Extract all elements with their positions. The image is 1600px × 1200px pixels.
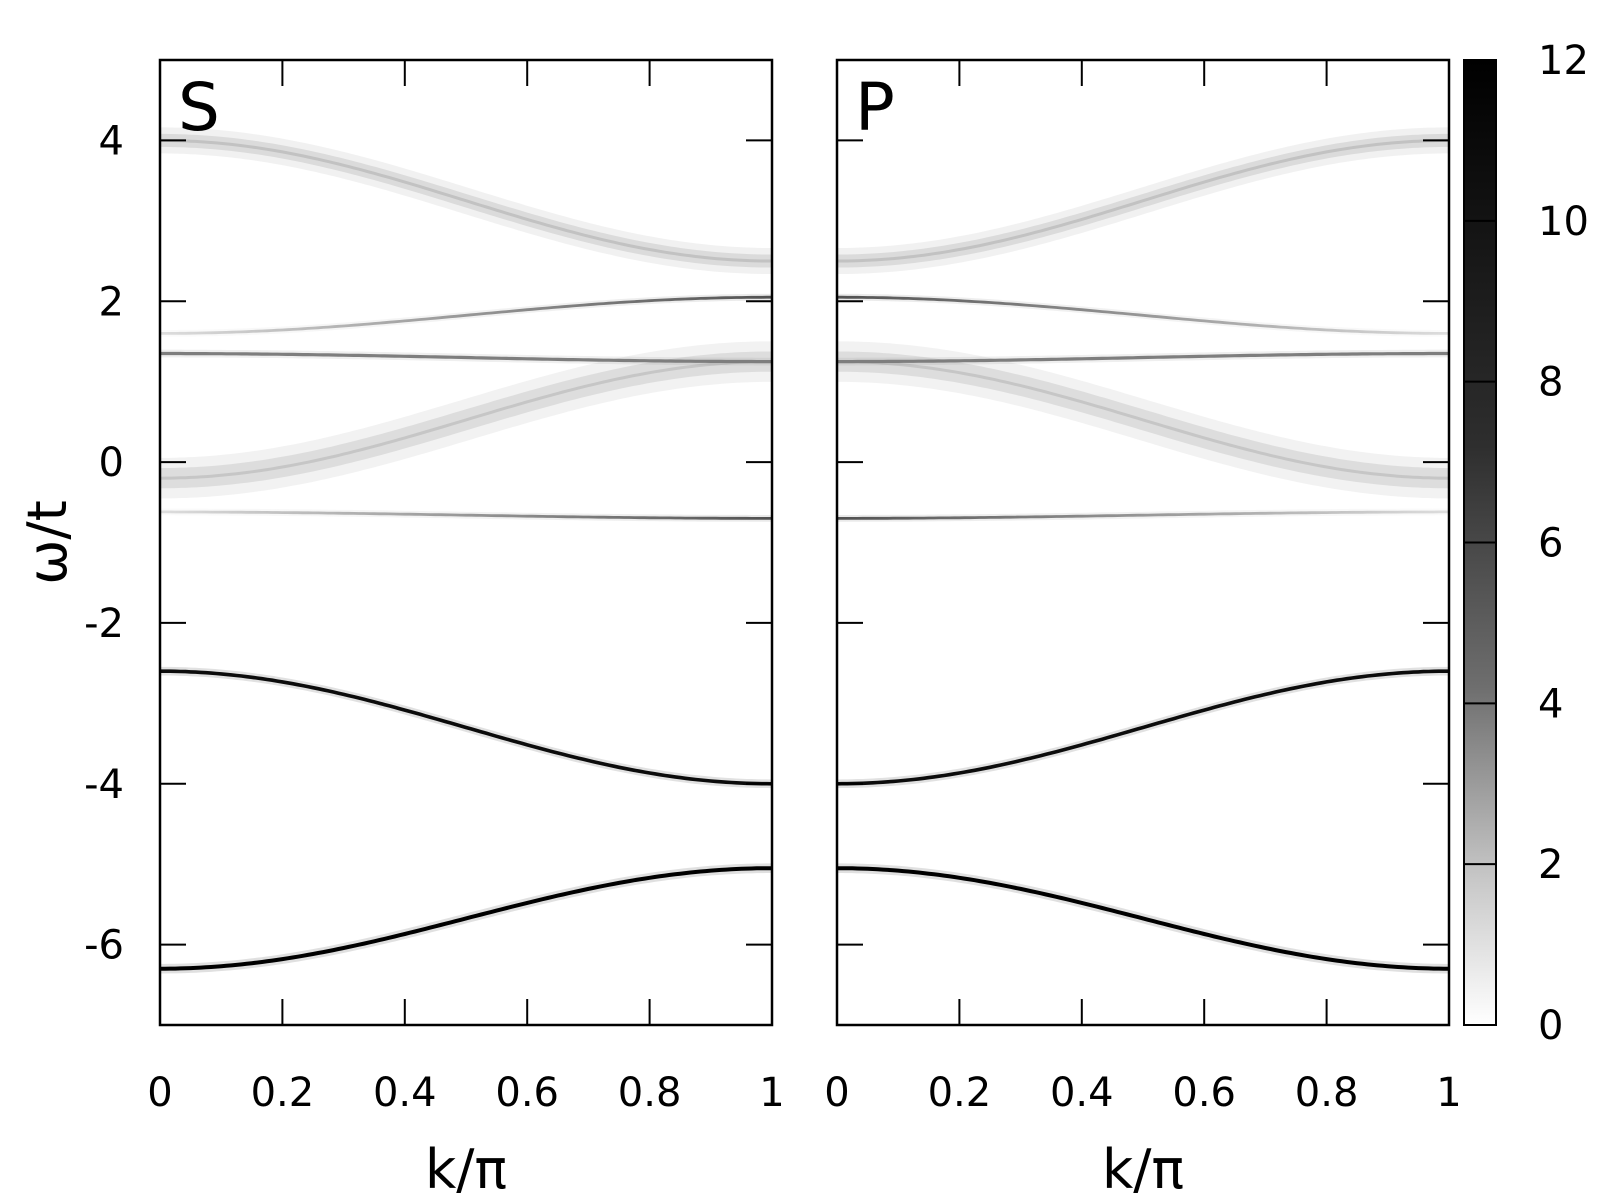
x-tick-label: 0 <box>147 1070 172 1116</box>
colorbar-tick-label: 12 <box>1538 38 1589 84</box>
band-1 <box>160 669 772 786</box>
plot-frame <box>158 58 774 1027</box>
band-2 <box>837 510 1449 520</box>
x-tick-label: 0.4 <box>373 1070 437 1116</box>
colorbar-tick-label: 8 <box>1538 360 1563 406</box>
x-tick-label: 0.4 <box>1050 1070 1114 1116</box>
y-tick-label: -6 <box>84 923 124 969</box>
panel-label-s: S <box>178 69 220 146</box>
x-tick-label: 0.6 <box>1172 1070 1236 1116</box>
x-axis-title: k/π <box>1102 1138 1184 1200</box>
colorbar-tick-label: 4 <box>1538 681 1563 727</box>
heatmap-area <box>160 60 772 1025</box>
band-6 <box>160 138 772 263</box>
y-axis-title: ω/t <box>16 500 79 585</box>
y-tick-label: 4 <box>99 118 124 164</box>
y-tick-label: 2 <box>99 279 124 325</box>
x-tick-label: 1 <box>1436 1070 1461 1116</box>
panel-p: 0 0.2 0.4 0.6 0.8 1 Pk/π <box>824 58 1462 1200</box>
band-2 <box>160 510 772 520</box>
x-tick-label: 0.6 <box>495 1070 559 1116</box>
band-3 <box>837 360 1449 480</box>
y-tick-label: 0 <box>99 440 124 486</box>
band-5 <box>837 295 1449 335</box>
colorbar-tick-label: 6 <box>1538 521 1563 567</box>
panel-s: 0 0.2 0.4 0.6 0.8 1 4 2 0 -2 -4 -6 Sk/π ω/t <box>16 58 785 1200</box>
band-0 <box>837 866 1449 971</box>
colorbar-tick-label: 0 <box>1538 1003 1563 1049</box>
heatmap-background <box>837 60 1449 1025</box>
x-tick-label: 0.2 <box>251 1070 315 1116</box>
x-tick-label: 1 <box>759 1070 784 1116</box>
band-6 <box>837 138 1449 263</box>
heatmap-background <box>160 60 772 1025</box>
y-tick-label: -4 <box>84 762 124 808</box>
heatmap-area <box>837 60 1449 1025</box>
colorbar: 12 10 8 6 4 2 0 <box>1463 38 1589 1049</box>
band-3 <box>160 360 772 480</box>
x-tick-label: 0.2 <box>928 1070 992 1116</box>
band-4 <box>837 351 1449 364</box>
x-tick-label: 0.8 <box>1295 1070 1359 1116</box>
band-1 <box>837 669 1449 786</box>
band-5 <box>160 295 772 335</box>
y-tick-label: -2 <box>84 601 124 647</box>
colorbar-tick-label: 10 <box>1538 199 1589 245</box>
panel-label-p: P <box>855 69 895 146</box>
band-4 <box>160 351 772 364</box>
x-tick-label: 0 <box>824 1070 849 1116</box>
colorbar-tick-label: 2 <box>1538 842 1563 888</box>
plot-frame <box>835 58 1451 1027</box>
x-axis-title: k/π <box>425 1138 507 1200</box>
band-0 <box>160 866 772 971</box>
x-tick-label: 0.8 <box>618 1070 682 1116</box>
